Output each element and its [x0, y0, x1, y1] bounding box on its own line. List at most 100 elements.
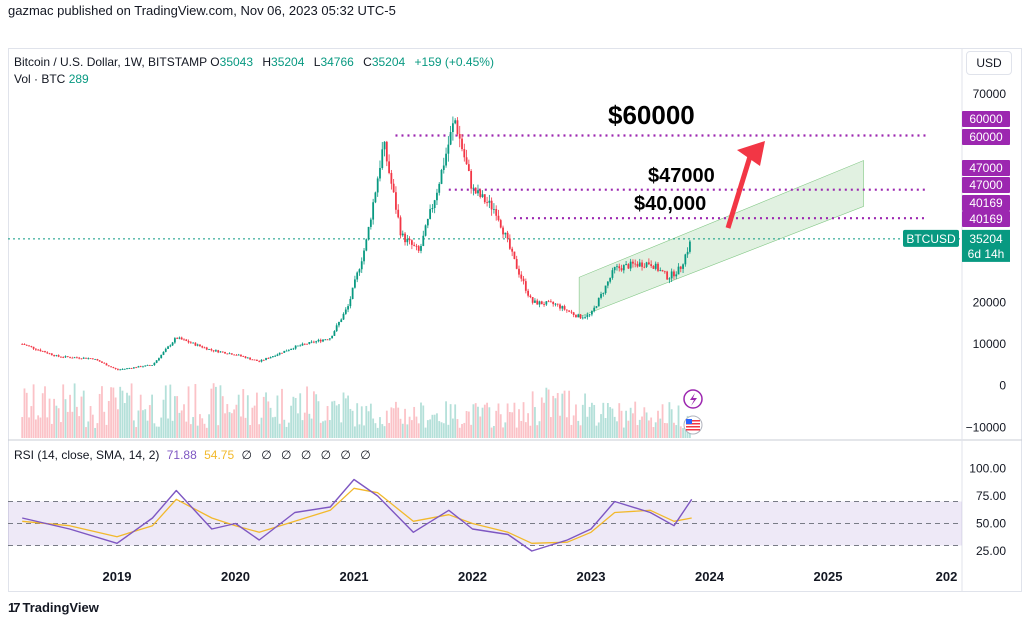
candle-body: [647, 262, 650, 265]
candle-body: [559, 304, 561, 309]
candle-body: [620, 268, 623, 271]
price-tag-bg: [962, 177, 1010, 193]
volume-bar: [360, 406, 363, 438]
volume-bar: [123, 403, 126, 438]
volume-bar: [652, 427, 655, 438]
volume-bar: [636, 425, 639, 438]
volume-bar: [629, 407, 632, 438]
volume-bar: [169, 384, 172, 438]
volume-bar: [44, 386, 46, 438]
volume-bar: [94, 427, 97, 438]
candle-body: [235, 354, 238, 356]
candle-body: [479, 190, 482, 197]
volume-bar: [641, 416, 643, 438]
volume-bar: [675, 425, 678, 438]
volume-bar: [178, 412, 181, 438]
candle-body: [481, 194, 484, 197]
volume-bar: [456, 419, 459, 438]
candle-body: [276, 354, 279, 356]
price-tag-label: 47000: [969, 178, 1003, 192]
volume-bar: [226, 404, 229, 438]
candle-body: [187, 340, 190, 343]
candle-body: [344, 309, 347, 314]
candle-body: [529, 295, 532, 298]
candle-body: [606, 281, 609, 286]
volume-bar: [385, 410, 388, 438]
time-tick-label: 2022: [458, 569, 487, 584]
candle-body: [160, 354, 163, 359]
volume-bar: [408, 416, 411, 438]
candle-body: [534, 300, 536, 303]
candle-body: [215, 350, 217, 352]
volume-bar: [153, 423, 156, 438]
candle-body: [447, 144, 450, 154]
candle-body: [440, 169, 443, 184]
volume-bar: [395, 401, 397, 438]
volume-bar: [344, 398, 347, 438]
candle-body: [436, 192, 438, 201]
candle-body: [401, 233, 404, 236]
candle-body: [240, 354, 242, 357]
arrow-shaft: [725, 149, 755, 229]
us-flag-icon[interactable]: [683, 415, 703, 435]
volume-bar: [372, 418, 375, 438]
candle-body: [452, 123, 454, 133]
volume-bar: [638, 419, 641, 438]
candle-body: [196, 344, 199, 346]
volume-bar: [442, 423, 445, 438]
candle-body: [62, 357, 65, 358]
candle-body: [565, 309, 568, 311]
candle-body: [34, 348, 37, 350]
volume-bar: [410, 420, 413, 438]
candle-body: [278, 352, 281, 355]
open-value: 35043: [219, 55, 254, 69]
currency-button[interactable]: USD: [966, 51, 1012, 75]
candle-body: [169, 345, 172, 347]
volume-bar: [139, 394, 142, 438]
volume-bar: [581, 404, 584, 438]
candle-body: [269, 357, 272, 359]
candle-body: [463, 149, 466, 158]
volume-bar: [331, 401, 334, 438]
volume-bar: [575, 404, 577, 438]
time-tick-label: 202: [936, 569, 958, 584]
candle-body: [23, 344, 26, 345]
candle-body: [271, 356, 274, 358]
chart-frame: [8, 48, 1022, 592]
candle-body: [91, 358, 94, 360]
volume-bar: [559, 415, 561, 438]
volume-bar: [176, 396, 179, 438]
candle-body: [87, 358, 90, 360]
candle-body: [410, 240, 413, 245]
volume-bar: [258, 424, 261, 438]
candle-body: [625, 264, 627, 266]
volume-bar: [673, 422, 675, 438]
candle-body: [251, 359, 254, 361]
volume-bar: [349, 408, 352, 438]
volume-bar: [187, 386, 190, 438]
tradingview-logo[interactable]: 17 TradingView: [8, 600, 99, 615]
volume-bar: [422, 405, 425, 438]
volume-bar: [30, 406, 33, 438]
candle-body: [73, 357, 76, 359]
candle-body: [25, 344, 28, 346]
candle-body: [568, 310, 571, 312]
candle-body: [513, 251, 516, 260]
candle-body: [381, 149, 384, 168]
candle-body: [342, 313, 345, 320]
candle-body: [504, 232, 507, 235]
rsi-sma-line: [22, 487, 692, 544]
volume-bar: [536, 425, 539, 438]
candle-body: [64, 356, 67, 358]
volume-bar: [404, 408, 406, 438]
candle-body: [417, 246, 420, 251]
volume-bar: [274, 416, 277, 438]
candle-body: [406, 238, 409, 243]
candle-body: [292, 348, 295, 350]
candle-body: [158, 358, 160, 361]
candle-body: [66, 356, 69, 358]
candle-body: [96, 359, 99, 361]
candle-body: [597, 297, 600, 307]
symbol-tag-label: BTCUSD: [906, 232, 956, 246]
